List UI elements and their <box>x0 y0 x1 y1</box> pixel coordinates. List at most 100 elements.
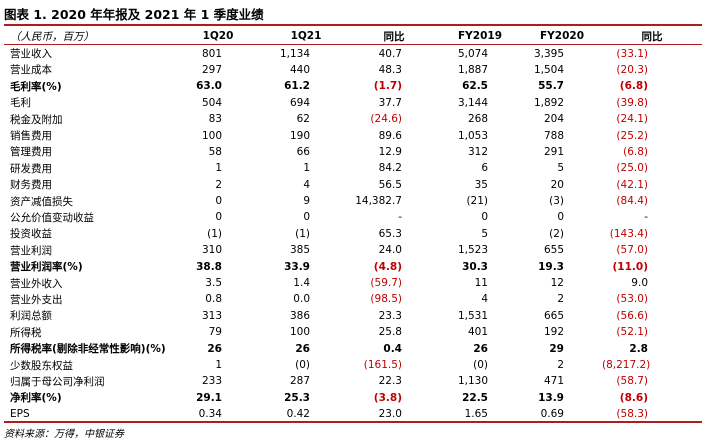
cell-value: (56.6) <box>616 309 648 322</box>
cell-value: 2.8 <box>629 342 648 355</box>
cell-value: 1.65 <box>464 408 488 421</box>
cell-value: 504 <box>201 96 222 109</box>
cell-value: 37.7 <box>378 96 402 109</box>
cell-value: 2 <box>557 293 564 306</box>
cell-value: (53.0) <box>616 293 648 306</box>
cell-value: (57.0) <box>616 244 648 257</box>
row-label: 营业利润 <box>10 244 52 257</box>
cell-value: 25.3 <box>284 391 310 404</box>
cell-value: 665 <box>543 309 564 322</box>
cell-value: (6.8) <box>619 80 648 93</box>
table-row: 营业利润率(%) 38.8 33.9 (4.8) 30.3 19.3 (11.0) <box>4 258 702 274</box>
cell-value: 23.0 <box>378 408 402 421</box>
cell-value: 1 <box>215 162 222 175</box>
source-note: 资料来源：万得，中银证券 <box>4 429 124 440</box>
cell-value: 0 <box>557 211 564 224</box>
cell-value: 83 <box>208 113 222 126</box>
cell-value: 89.6 <box>378 129 402 142</box>
cell-value: 0.0 <box>293 293 310 306</box>
header-1q20: 1Q20 <box>174 28 262 46</box>
cell-value: (0) <box>295 359 310 371</box>
cell-value: (1) <box>207 227 222 240</box>
cell-value: 29.1 <box>196 391 222 404</box>
row-label: 销售费用 <box>10 130 52 143</box>
cell-value: 20 <box>550 178 564 191</box>
table-row: 公允价值变动收益 0 0 - 0 0 - <box>4 209 702 225</box>
cell-value: 100 <box>289 326 310 339</box>
cell-value: 79 <box>208 326 222 339</box>
cell-value: (3.8) <box>373 391 402 404</box>
cell-value: (84.4) <box>616 195 648 208</box>
cell-value: (1.7) <box>373 80 402 93</box>
cell-value: (20.3) <box>616 63 648 76</box>
cell-value: 1,531 <box>457 309 488 322</box>
cell-value: 3.5 <box>205 277 222 290</box>
table-row: 财务费用 2 4 56.5 35 20 (42.1) <box>4 177 702 193</box>
cell-value: 291 <box>543 145 564 158</box>
bottom-rule <box>4 421 702 423</box>
table-row: 所得税率(剔除非经常性影响)(%) 26 26 0.4 26 29 2.8 <box>4 340 702 356</box>
cell-value: 192 <box>543 326 564 339</box>
cell-value: 13.9 <box>538 391 564 404</box>
cell-value: 0.42 <box>286 408 310 421</box>
cell-value: 1 <box>303 162 310 175</box>
header-1q21: 1Q21 <box>262 28 350 46</box>
cell-value: (3) <box>549 195 564 208</box>
cell-value: 0.4 <box>383 342 402 355</box>
cell-value: 190 <box>289 129 310 142</box>
cell-value: 386 <box>289 309 310 322</box>
row-label: 公允价值变动收益 <box>10 211 94 224</box>
cell-value: 12.9 <box>378 145 402 158</box>
table-row: 销售费用 100 190 89.6 1,053 788 (25.2) <box>4 127 702 143</box>
cell-value: 14,382.7 <box>355 195 402 208</box>
cell-value: 63.0 <box>196 80 222 93</box>
cell-value: 0.8 <box>205 293 222 306</box>
cell-value: 62 <box>296 113 310 126</box>
cell-value: 1,892 <box>533 96 564 109</box>
cell-value: 1,130 <box>457 375 488 388</box>
header-yoy-quarter: 同比 <box>350 28 438 46</box>
row-label: 所得税 <box>10 326 42 339</box>
row-label: 营业收入 <box>10 48 52 61</box>
cell-value: (52.1) <box>616 326 648 339</box>
row-label: EPS <box>10 408 30 421</box>
header-unit: （人民币，百万） <box>4 28 174 46</box>
table-row: 净利率(%) 29.1 25.3 (3.8) 22.5 13.9 (8.6) <box>4 390 702 406</box>
cell-value: 23.3 <box>378 309 402 322</box>
row-label: 税金及附加 <box>10 113 63 126</box>
cell-value: 11 <box>474 277 488 290</box>
cell-value: 25.8 <box>378 326 402 339</box>
cell-value: (25.0) <box>616 162 648 175</box>
row-label: 营业成本 <box>10 64 52 77</box>
cell-value: (1) <box>295 227 310 240</box>
cell-value: (6.8) <box>623 145 648 158</box>
row-label: 毛利率(%) <box>10 80 62 93</box>
cell-value: 2 <box>215 178 222 191</box>
cell-value: 5 <box>481 227 488 240</box>
cell-value: 4 <box>481 293 488 306</box>
header-fy2020: FY2020 <box>522 28 602 46</box>
cell-value: 84.2 <box>378 162 402 175</box>
cell-value: - <box>398 211 402 224</box>
cell-value: 297 <box>201 63 222 76</box>
row-label: 投资收益 <box>10 228 52 241</box>
cell-value: 22.3 <box>378 375 402 388</box>
table-row: 营业成本 297 440 48.3 1,887 1,504 (20.3) <box>4 62 702 78</box>
cell-value: 801 <box>201 47 222 60</box>
table-row: 投资收益 (1) (1) 65.3 5 (2) (143.4) <box>4 226 702 242</box>
cell-value: (59.7) <box>370 277 402 290</box>
cell-value: (161.5) <box>363 359 402 371</box>
cell-value: 0.34 <box>198 408 222 421</box>
header-fy2019: FY2019 <box>438 28 522 46</box>
cell-value: (8,217.2) <box>602 359 651 371</box>
cell-value: (33.1) <box>616 47 648 60</box>
cell-value: (4.8) <box>373 260 402 273</box>
cell-value: 471 <box>543 375 564 388</box>
cell-value: 440 <box>289 63 310 76</box>
cell-value: 66 <box>296 145 310 158</box>
cell-value: 2 <box>557 359 564 371</box>
cell-value: 33.9 <box>284 260 310 273</box>
cell-value: 56.5 <box>378 178 402 191</box>
cell-value: 48.3 <box>378 63 402 76</box>
cell-value: (24.6) <box>370 113 402 126</box>
